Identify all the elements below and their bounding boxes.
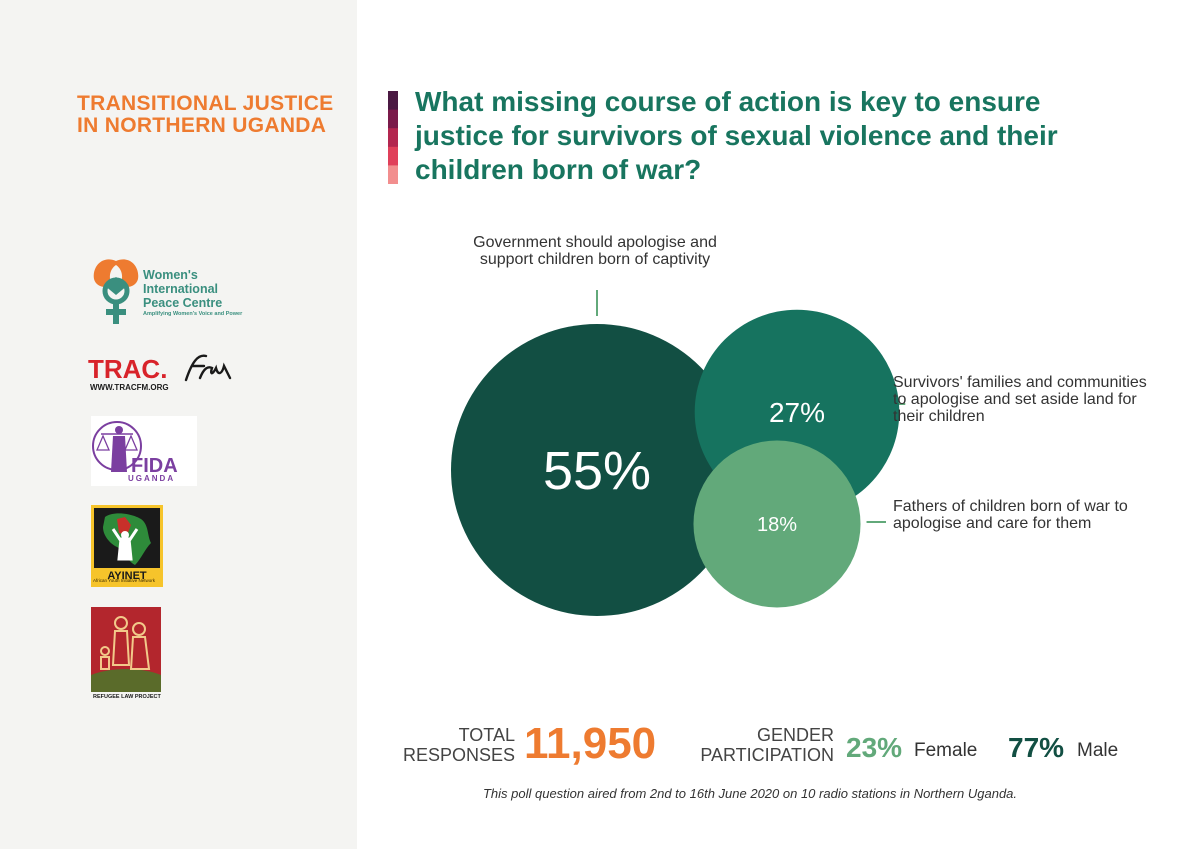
wipc-name: Women's International Peace Centre [143,268,223,310]
accent-segment [388,146,398,166]
tracfm-url: WWW.TRACFM.ORG [90,383,169,392]
svg-text:TRAC.: TRAC. [88,354,167,382]
bubble-fathers [693,440,861,608]
brand-title: TRANSITIONAL JUSTICE IN NORTHERN UGANDA [77,92,334,137]
accent-segment [388,109,398,129]
total-responses-label: TOTAL RESPONSES [402,725,515,765]
bubble-government-value-label: 55% [543,441,651,501]
svg-text:FIDA: FIDA [131,455,178,477]
wipc-logo-icon [88,255,258,330]
gender-participation-label: GENDER PARTICIPATION [700,725,834,765]
female-label: Female [914,740,978,761]
fida-subtitle: UGANDA [128,474,176,483]
bubble-fathers-value-label: 18% [757,514,797,536]
female-percentage: 23% [846,732,903,763]
bubble-families-value-label: 27% [769,397,825,428]
accent-segment [388,165,398,184]
ayinet-logo-icon: AYINET [91,505,163,587]
footnote: This poll question aired from 2nd to 16t… [482,786,1018,801]
rlp-logo-icon [91,607,161,702]
tracfm-logo-icon: TRAC. [88,352,238,394]
svg-text:AYINET: AYINET [107,570,147,582]
wipc-tagline: Amplifying Women's Voice and Power [143,311,243,317]
bubble-label-families: Survivors' families and communities to a… [893,374,1147,425]
fida-logo-icon: FIDA [91,416,197,486]
total-responses-value: 11,950 [524,719,657,768]
accent-segment [388,91,398,111]
ayinet-tagline: African Youth Initiative Network [93,578,156,583]
sidebar: TRANSITIONAL JUSTICE IN NORTHERN UGANDA … [0,0,357,849]
accent-segment [388,128,398,148]
male-label: Male [1077,740,1119,761]
question-title: What missing course of action is key to … [415,86,1058,185]
rlp-name: REFUGEE LAW PROJECT [93,694,161,700]
accent-bar [388,91,398,184]
bubble-government [451,324,743,616]
bubble-label-fathers: Fathers of children born of war to apolo… [893,498,1128,532]
bubble-label-government: Government should apologise and support … [473,234,717,268]
male-percentage: 77% [1008,732,1065,763]
